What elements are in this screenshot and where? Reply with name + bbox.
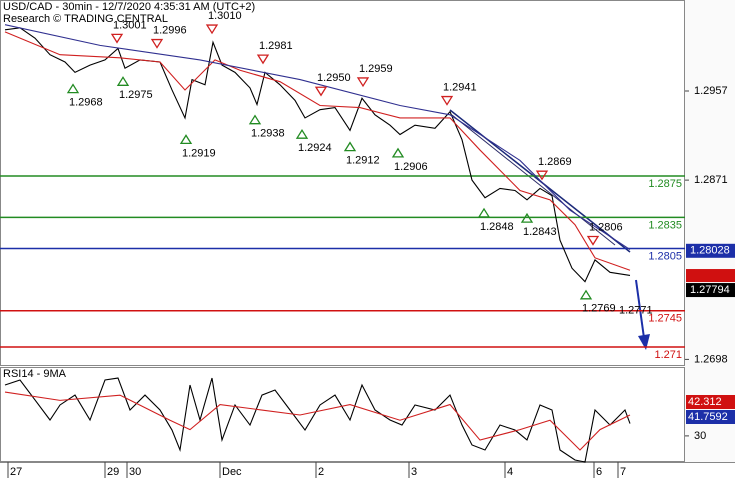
level-label: 1.2875 bbox=[648, 178, 682, 190]
moving-average bbox=[4, 31, 631, 271]
pivot-label: 1.2968 bbox=[69, 96, 103, 108]
x-tick-label: 2 bbox=[318, 466, 324, 478]
rsi-ma bbox=[4, 391, 631, 451]
pivot-label: 1.2806 bbox=[589, 221, 623, 233]
rsi-box bbox=[686, 395, 735, 409]
pivot-low bbox=[295, 128, 309, 139]
pivot-low bbox=[520, 212, 534, 223]
level-label: 1.2745 bbox=[648, 313, 682, 325]
price-box-label: 1.27794 bbox=[690, 284, 730, 296]
pivot-label: 1.2843 bbox=[523, 226, 557, 238]
x-tick-label: Dec bbox=[222, 466, 242, 478]
pivot-label: 1.2919 bbox=[182, 147, 216, 159]
x-tick-label: 27 bbox=[10, 466, 22, 478]
pivot-label: 1.2906 bbox=[394, 161, 428, 173]
rsi-line bbox=[4, 377, 631, 463]
pivot-low bbox=[179, 134, 193, 145]
price-box bbox=[686, 243, 735, 258]
x-tick-label: 4 bbox=[507, 466, 513, 478]
y-tick-label: 30 bbox=[694, 430, 706, 442]
pivot-label: 1.2869 bbox=[538, 156, 572, 168]
pivot-label: 1.2959 bbox=[359, 63, 393, 75]
pivot-low bbox=[343, 141, 357, 152]
price-frame bbox=[0, 0, 685, 366]
pivot-label: 1.2924 bbox=[298, 142, 332, 154]
pivot-high bbox=[150, 38, 164, 49]
pivot-high bbox=[110, 33, 124, 44]
y-tick-label: 1.2957 bbox=[694, 85, 728, 97]
pivot-low bbox=[116, 76, 130, 86]
rsi-frame bbox=[0, 367, 685, 462]
chart-subtitle: Research © TRADING CENTRAL bbox=[3, 13, 168, 25]
pivot-label: 1.2941 bbox=[443, 81, 477, 93]
right-axis-bg bbox=[685, 0, 735, 462]
pivot-high bbox=[586, 235, 600, 246]
pivot-label: 1.3010 bbox=[208, 10, 242, 22]
rsi-title: RSI14 - 9MA bbox=[3, 368, 67, 380]
level-label: 1.2835 bbox=[648, 219, 682, 231]
rsi-box bbox=[686, 410, 735, 424]
y-tick-label: 1.2871 bbox=[694, 174, 728, 186]
pivot-label: 1.2950 bbox=[317, 72, 351, 84]
pivot-high bbox=[314, 86, 328, 97]
x-tick-label: 30 bbox=[129, 466, 141, 478]
pivot-label: 1.2996 bbox=[153, 24, 187, 36]
pivot-low bbox=[66, 83, 80, 94]
pivot-low bbox=[248, 114, 262, 125]
pivot-label: 1.2769 bbox=[582, 303, 616, 315]
last-price-box-shadow bbox=[686, 269, 735, 283]
x-tick-label: 29 bbox=[107, 466, 119, 478]
pivot-label: 1.2938 bbox=[251, 128, 285, 140]
pivot-high bbox=[440, 95, 454, 106]
pivot-high bbox=[356, 77, 370, 88]
x-tick-label: 6 bbox=[596, 466, 602, 478]
pivot-low bbox=[477, 207, 491, 218]
pivot-high bbox=[256, 54, 270, 65]
pivot-label: 1.2975 bbox=[119, 89, 153, 101]
level-label: 1.271 bbox=[654, 349, 682, 361]
pivot-high bbox=[205, 24, 219, 35]
pivot-label: 1.3001 bbox=[113, 19, 147, 31]
pivot-low bbox=[391, 147, 405, 158]
rsi-box-label: 42.312 bbox=[688, 396, 722, 408]
pivot-label: 1.2771 bbox=[619, 305, 653, 317]
price-box-label: 1.28028 bbox=[690, 245, 730, 257]
y-tick-label: 1.2698 bbox=[694, 353, 728, 365]
pivot-label: 1.2981 bbox=[259, 40, 293, 52]
level-label: 1.2805 bbox=[648, 250, 682, 262]
x-tick-label: 3 bbox=[411, 466, 417, 478]
forecast-arrow-head bbox=[638, 334, 650, 350]
rsi-box-label: 41.7592 bbox=[688, 411, 728, 423]
pivot-high bbox=[535, 170, 549, 181]
forecast-arrow bbox=[635, 279, 645, 339]
trend-line bbox=[451, 114, 616, 246]
pivot-label: 1.2912 bbox=[346, 155, 380, 167]
moving-average bbox=[4, 24, 631, 251]
x-tick-label: 7 bbox=[620, 466, 626, 478]
chart-title: USD/CAD - 30min - 12/7/2020 4:35:31 AM (… bbox=[3, 1, 255, 13]
price-box bbox=[686, 283, 735, 298]
pivot-low bbox=[579, 289, 593, 300]
pivot-label: 1.2848 bbox=[480, 221, 514, 233]
